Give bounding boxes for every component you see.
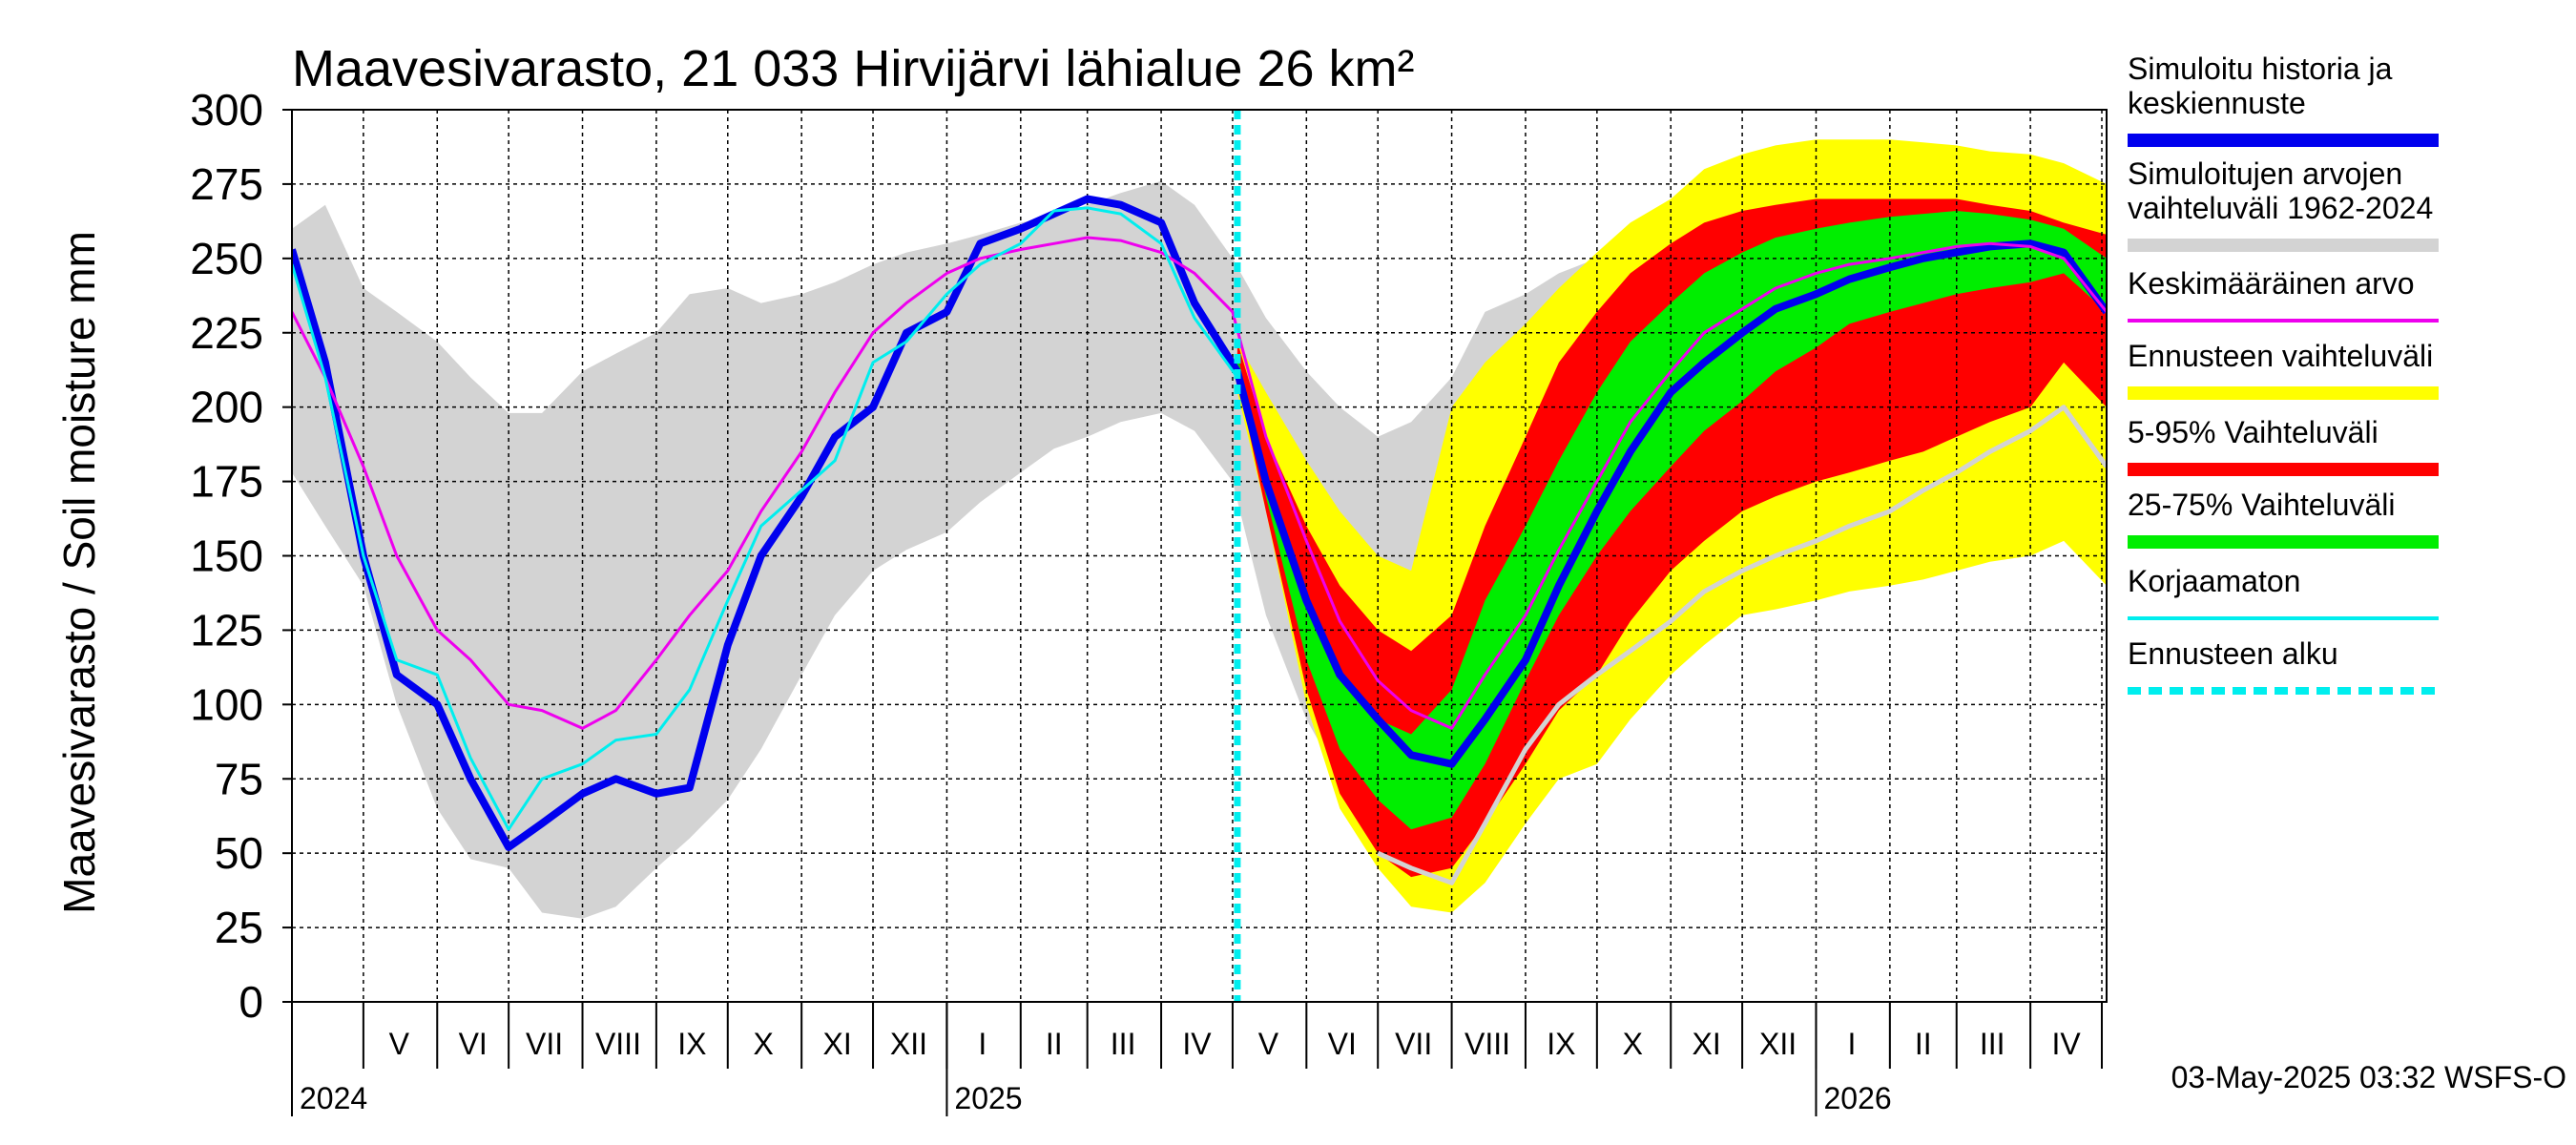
y-tick-label: 225 <box>190 308 263 358</box>
month-label: I <box>1847 1027 1856 1061</box>
month-label: III <box>1111 1027 1136 1061</box>
month-label: VI <box>459 1027 488 1061</box>
month-label: IV <box>2051 1027 2081 1061</box>
y-tick-label: 250 <box>190 234 263 283</box>
month-label: IX <box>1547 1027 1575 1061</box>
bands-layer <box>292 139 2107 919</box>
year-label: 2026 <box>1823 1081 1891 1115</box>
month-label: V <box>389 1027 410 1061</box>
series-line-0 <box>292 195 2107 851</box>
month-label: VII <box>526 1027 563 1061</box>
axes-layer: 0 25 50 75 100 125 150 175 200 225 250 275 300 2024 20… <box>190 85 2108 1116</box>
y-tick-label: 0 <box>239 977 263 1027</box>
month-label: V <box>1258 1027 1279 1061</box>
footer-timestamp: 03-May-2025 03:32 WSFS-O <box>2171 1060 2566 1094</box>
month-label: II <box>1046 1027 1063 1061</box>
month-label: VIII <box>1465 1027 1510 1061</box>
legend-label: 5-95% Vaihteluväli <box>2128 415 2379 449</box>
month-label: X <box>754 1027 774 1061</box>
y-tick-label: 100 <box>190 679 263 729</box>
year-label: 2025 <box>954 1081 1022 1115</box>
y-tick-label: 200 <box>190 383 263 432</box>
series-line-3 <box>1377 405 2107 885</box>
y-axis-label: Maavesivarasto / Soil moisture mm <box>54 231 104 914</box>
month-label: IV <box>1182 1027 1212 1061</box>
chart-title: Maavesivarasto, 21 033 Hirvijärvi lähial… <box>292 40 1415 97</box>
series-line-1 <box>292 236 2107 730</box>
year-label: 2024 <box>300 1081 367 1115</box>
legend-label: Ennusteen vaihteluväli <box>2128 339 2433 373</box>
legend-label: keskiennuste <box>2128 86 2306 120</box>
month-label: XI <box>822 1027 851 1061</box>
month-label: XI <box>1693 1027 1721 1061</box>
series-line-2 <box>292 206 1239 831</box>
y-tick-label: 300 <box>190 85 263 135</box>
month-label: VIII <box>595 1027 641 1061</box>
month-label: XII <box>1759 1027 1797 1061</box>
month-label: X <box>1623 1027 1643 1061</box>
y-tick-label: 125 <box>190 605 263 655</box>
y-tick-label: 275 <box>190 159 263 209</box>
legend-label: Simuloitujen arvojen <box>2128 156 2402 191</box>
month-label: VI <box>1328 1027 1357 1061</box>
legend-label: Keskimääräinen arvo <box>2128 266 2415 301</box>
legend-label: Ennusteen alku <box>2128 636 2338 671</box>
grid-layer <box>292 110 2107 1002</box>
band-3 <box>1236 211 2107 830</box>
y-tick-label: 25 <box>215 903 263 952</box>
lines-layer <box>292 110 2107 1002</box>
month-label: VII <box>1395 1027 1432 1061</box>
month-label: III <box>1980 1027 2005 1061</box>
month-label: XII <box>890 1027 927 1061</box>
legend-label: vaihteluväli 1962-2024 <box>2128 191 2433 225</box>
legend-label: 25-75% Vaihteluväli <box>2128 488 2395 522</box>
y-tick-label: 50 <box>215 828 263 878</box>
month-label: I <box>978 1027 987 1061</box>
legend-label: Simuloitu historia ja <box>2128 52 2393 86</box>
month-label: IX <box>677 1027 706 1061</box>
legend-label: Korjaamaton <box>2128 564 2300 598</box>
y-tick-label: 75 <box>215 754 263 803</box>
month-label: II <box>1915 1027 1932 1061</box>
y-tick-label: 150 <box>190 531 263 581</box>
y-tick-label: 175 <box>190 457 263 507</box>
